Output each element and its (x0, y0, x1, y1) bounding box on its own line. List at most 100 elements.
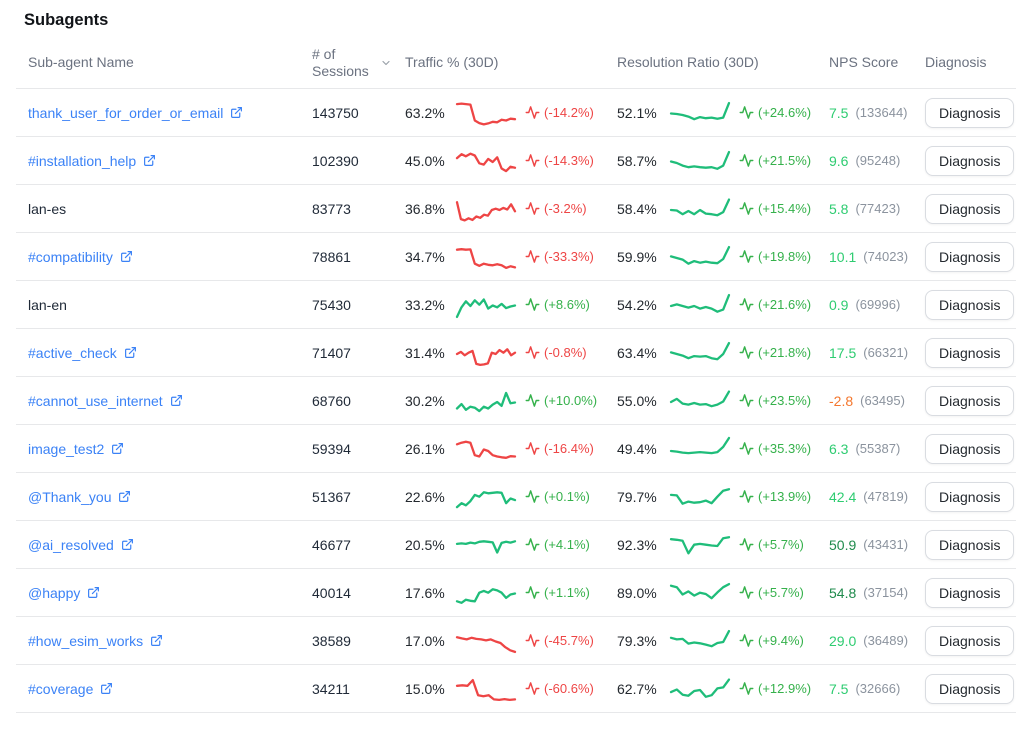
cell-sessions: 51367 (312, 488, 351, 505)
resolution-sparkline (669, 625, 731, 657)
pulse-icon (525, 489, 540, 504)
cell-diagnosis: Diagnosis (924, 481, 1016, 512)
external-link-icon[interactable] (150, 634, 163, 647)
traffic-value: 15.0% (405, 680, 445, 697)
external-link-icon[interactable] (230, 106, 243, 119)
subagent-link[interactable]: @happy (28, 584, 81, 601)
subagent-link[interactable]: #coverage (28, 680, 94, 697)
cell-sessions: 78861 (312, 248, 351, 265)
subagent-link[interactable]: #compatibility (28, 248, 113, 265)
external-link-icon[interactable] (100, 682, 113, 695)
cell-resolution: 79.3% (+9.4%) (615, 625, 827, 657)
resolution-value: 63.4% (617, 344, 657, 361)
diagnosis-button[interactable]: Diagnosis (925, 97, 1015, 128)
cell-sessions: 38589 (312, 632, 351, 649)
table-row: #active_check 71407 31.4% (-0.8%) 63.4% (+21.… (16, 329, 1016, 377)
pulse-icon (739, 585, 754, 600)
resolution-sparkline (669, 289, 731, 321)
header-sessions[interactable]: # of Sessions (300, 46, 394, 81)
subagent-link[interactable]: @Thank_you (28, 488, 112, 505)
pulse-icon (525, 393, 540, 408)
subagent-link[interactable]: thank_user_for_order_or_email (28, 104, 224, 121)
header-traffic[interactable]: Traffic % (30D) (405, 54, 499, 71)
external-link-icon[interactable] (87, 586, 100, 599)
chevron-down-icon[interactable] (380, 57, 392, 69)
table-row: #how_esim_works 38589 17.0% (-45.7%) 79.3% (+… (16, 617, 1016, 665)
cell-traffic: 17.6% (+1.1%) (394, 577, 615, 609)
traffic-sparkline (455, 289, 517, 321)
diagnosis-button[interactable]: Diagnosis (925, 673, 1015, 704)
external-link-icon[interactable] (118, 490, 131, 503)
external-link-icon[interactable] (120, 250, 133, 263)
table-row: @Thank_you 51367 22.6% (+0.1%) 79.7% (+13.9%)… (16, 473, 1016, 521)
cell-diagnosis: Diagnosis (924, 289, 1016, 320)
external-link-icon[interactable] (170, 394, 183, 407)
nps-score: 17.5 (829, 344, 857, 361)
external-link-icon[interactable] (111, 442, 124, 455)
nps-count: (37154) (863, 585, 909, 600)
traffic-sparkline (455, 433, 517, 465)
traffic-sparkline (455, 625, 517, 657)
subagent-link[interactable]: #active_check (28, 344, 117, 361)
traffic-change: (-14.3%) (544, 153, 594, 168)
cell-sessions: 46677 (312, 536, 351, 553)
pulse-icon (525, 585, 540, 600)
cell-name: #installation_help (16, 153, 300, 169)
header-nps[interactable]: NPS Score (829, 54, 899, 71)
cell-nps: 9.6 (95248) (827, 153, 924, 169)
cell-traffic: 22.6% (+0.1%) (394, 481, 615, 513)
pulse-icon (739, 441, 754, 456)
diagnosis-button[interactable]: Diagnosis (925, 145, 1015, 176)
header-subagent-name[interactable]: Sub-agent Name (28, 54, 134, 71)
pulse-icon (525, 105, 540, 120)
resolution-value: 49.4% (617, 440, 657, 457)
resolution-value: 92.3% (617, 536, 657, 553)
traffic-value: 63.2% (405, 104, 445, 121)
table-body: thank_user_for_order_or_email 143750 63.2%… (16, 89, 1016, 713)
resolution-value: 89.0% (617, 584, 657, 601)
resolution-change: (+13.9%) (758, 489, 812, 504)
cell-traffic: 17.0% (-45.7%) (394, 625, 615, 657)
subagent-link[interactable]: image_test2 (28, 440, 105, 457)
resolution-change: (+23.5%) (758, 393, 812, 408)
subagent-link[interactable]: @ai_resolved (28, 536, 114, 553)
diagnosis-button[interactable]: Diagnosis (925, 625, 1015, 656)
cell-sessions: 83773 (312, 200, 351, 217)
traffic-value: 17.0% (405, 632, 445, 649)
subagent-link[interactable]: #cannot_use_internet (28, 392, 163, 409)
subagent-link[interactable]: #how_esim_works (28, 632, 144, 649)
traffic-value: 30.2% (405, 392, 445, 409)
pulse-icon (739, 681, 754, 696)
pulse-icon (525, 249, 540, 264)
nps-score: 10.1 (829, 248, 857, 265)
cell-resolution: 59.9% (+19.8%) (615, 241, 827, 273)
pulse-icon (525, 297, 540, 312)
diagnosis-button[interactable]: Diagnosis (925, 193, 1015, 224)
header-sessions-label: # of Sessions (312, 45, 369, 80)
external-link-icon[interactable] (143, 154, 156, 167)
external-link-icon[interactable] (124, 346, 137, 359)
table-row: lan-en 75430 33.2% (+8.6%) 54.2% (+21.6%) 0.9 (… (16, 281, 1016, 329)
cell-name: #compatibility (16, 249, 300, 265)
cell-resolution: 89.0% (+5.7%) (615, 577, 827, 609)
diagnosis-button[interactable]: Diagnosis (925, 481, 1015, 512)
diagnosis-button[interactable]: Diagnosis (925, 241, 1015, 272)
diagnosis-button[interactable]: Diagnosis (925, 337, 1015, 368)
diagnosis-button[interactable]: Diagnosis (925, 577, 1015, 608)
diagnosis-button[interactable]: Diagnosis (925, 385, 1015, 416)
table-row: #compatibility 78861 34.7% (-33.3%) 59.9% (+1… (16, 233, 1016, 281)
cell-sessions: 102390 (312, 152, 359, 169)
pulse-icon (739, 249, 754, 264)
diagnosis-button[interactable]: Diagnosis (925, 289, 1015, 320)
cell-nps: 17.5 (66321) (827, 345, 924, 361)
header-resolution[interactable]: Resolution Ratio (30D) (617, 54, 759, 71)
cell-nps: 42.4 (47819) (827, 489, 924, 505)
external-link-icon[interactable] (121, 538, 134, 551)
diagnosis-button[interactable]: Diagnosis (925, 433, 1015, 464)
subagent-link[interactable]: #installation_help (28, 152, 137, 169)
table-row: #coverage 34211 15.0% (-60.6%) 62.7% (+12.9%)… (16, 665, 1016, 713)
resolution-value: 58.7% (617, 152, 657, 169)
pulse-icon (525, 441, 540, 456)
cell-diagnosis: Diagnosis (924, 529, 1016, 560)
diagnosis-button[interactable]: Diagnosis (925, 529, 1015, 560)
